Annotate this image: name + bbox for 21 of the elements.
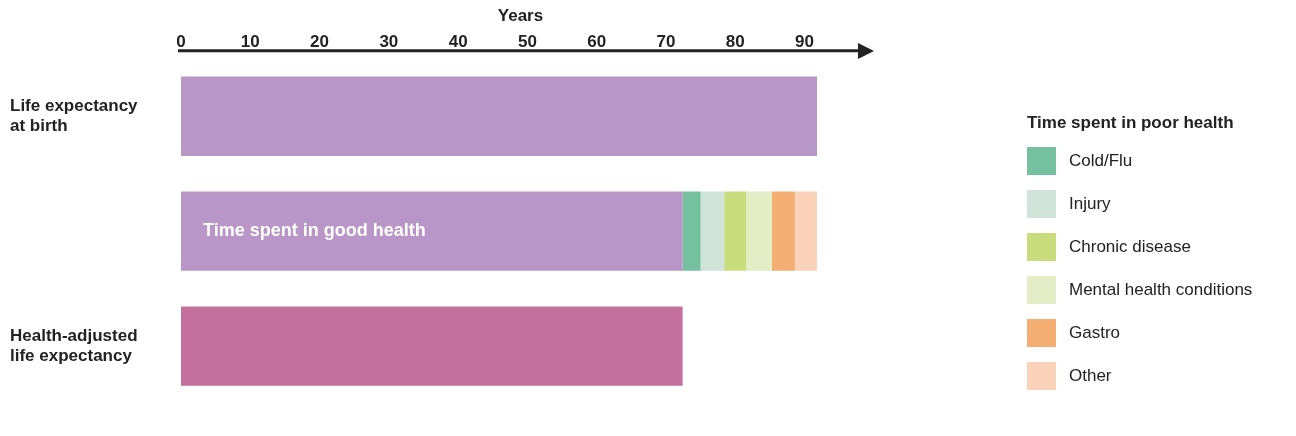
x-tick-label: 50 [517, 32, 537, 52]
legend-label: Cold/Flu [1069, 151, 1133, 171]
x-axis-title: Years [497, 5, 544, 25]
x-tick-label: 0 [176, 32, 186, 52]
x-tick-label: 30 [379, 32, 399, 52]
x-tick-label: 40 [448, 32, 468, 52]
x-tick-label: 80 [725, 32, 745, 52]
y-tick-label: Life expectancy at birth [10, 95, 139, 136]
x-tick-label: 70 [656, 32, 676, 52]
x-tick-label: 10 [240, 32, 260, 52]
legend-label: Mental health conditions [1069, 280, 1253, 300]
x-tick-label: 90 [795, 32, 815, 52]
legend-label: Injury [1069, 194, 1111, 214]
legend-title: Time spent in poor health [1027, 113, 1235, 133]
series-label: Time spent in good health [203, 220, 426, 241]
y-tick-label: Health-adjusted life expectancy [10, 325, 138, 366]
x-tick-label: 20 [310, 32, 330, 52]
legend-label: Gastro [1069, 323, 1121, 343]
legend-label: Chronic disease [1069, 237, 1191, 257]
legend-label: Other [1069, 366, 1112, 386]
x-tick-label: 60 [587, 32, 607, 52]
